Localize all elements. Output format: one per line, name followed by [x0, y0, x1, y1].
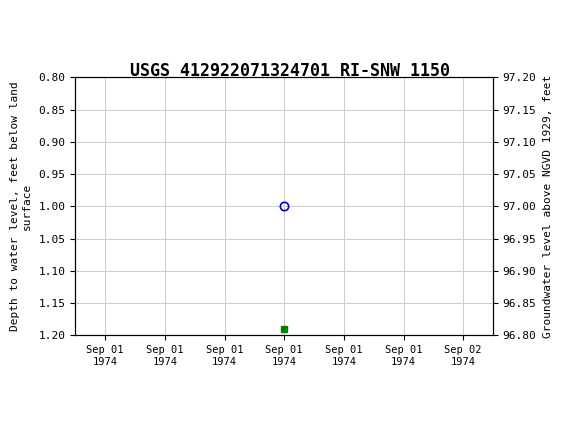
Text: USGS 412922071324701 RI-SNW 1150: USGS 412922071324701 RI-SNW 1150 [130, 62, 450, 80]
Y-axis label: Groundwater level above NGVD 1929, feet: Groundwater level above NGVD 1929, feet [543, 75, 553, 338]
Text: ▒USGS: ▒USGS [12, 13, 78, 39]
Y-axis label: Depth to water level, feet below land
surface: Depth to water level, feet below land su… [10, 82, 32, 331]
